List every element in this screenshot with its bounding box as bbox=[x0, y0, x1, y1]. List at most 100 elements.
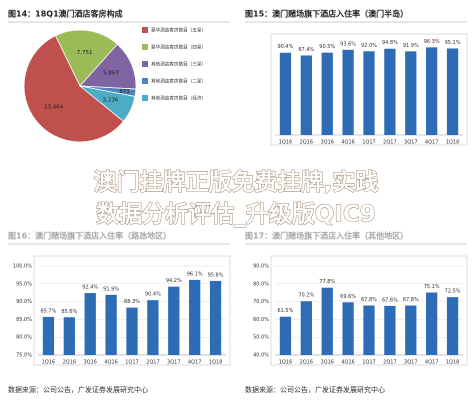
legend-swatch bbox=[142, 95, 148, 101]
slice-label: 873 bbox=[119, 89, 130, 95]
bar-label: 88.3% bbox=[124, 299, 140, 305]
x-tick-label: 4Q16 bbox=[104, 360, 117, 366]
x-tick-label: 1Q16 bbox=[279, 140, 292, 146]
x-tick-label: 4Q16 bbox=[341, 140, 354, 146]
y-tick-label: 70.0% bbox=[253, 299, 269, 305]
x-tick-label: 2Q17 bbox=[383, 140, 396, 146]
bar bbox=[363, 305, 375, 355]
bar bbox=[279, 52, 292, 135]
overlay-text: 数据分析评估_升级版QIC9 bbox=[96, 201, 376, 228]
slice-label: 3,236 bbox=[103, 98, 119, 104]
bar bbox=[321, 52, 333, 135]
x-tick-label: 3Q16 bbox=[83, 360, 96, 366]
x-tick-label: 3Q17 bbox=[167, 360, 180, 366]
bar bbox=[342, 49, 354, 135]
x-tick-label: 4Q17 bbox=[425, 360, 438, 366]
x-tick-label: 2Q17 bbox=[146, 360, 159, 366]
bar bbox=[147, 300, 159, 355]
bar-label: 91.9% bbox=[403, 43, 419, 49]
x-tick-label: 4Q17 bbox=[425, 140, 438, 146]
bar-label: 67.8% bbox=[403, 297, 419, 303]
bar-label: 90.4% bbox=[145, 292, 161, 298]
bar bbox=[168, 286, 180, 355]
bar-label: 75.1% bbox=[424, 284, 440, 290]
bar-label: 85.6% bbox=[61, 309, 77, 315]
bar-label: 93.6% bbox=[340, 41, 356, 47]
legend-label: 豪华酒店客房数目（四星） bbox=[151, 44, 206, 51]
x-tick-label: 3Q17 bbox=[404, 140, 417, 146]
chart-title: 图14：18Q1澳门酒店客房构成 bbox=[8, 9, 123, 19]
bar-label: 77.8% bbox=[319, 279, 335, 285]
bar-label: 96.3% bbox=[424, 39, 440, 45]
bar bbox=[426, 292, 438, 355]
bar bbox=[446, 297, 459, 355]
bar bbox=[84, 293, 96, 355]
y-tick-label: 80.0% bbox=[253, 281, 269, 287]
legend-label: 其他酒店客房数目（经济） bbox=[151, 95, 206, 102]
bar bbox=[42, 316, 55, 355]
bar bbox=[105, 294, 117, 355]
bar bbox=[426, 47, 438, 135]
legend-swatch bbox=[142, 61, 148, 67]
x-tick-label: 4Q17 bbox=[188, 360, 201, 366]
plot-frame bbox=[270, 255, 468, 366]
bar-label: 96.1% bbox=[187, 271, 203, 277]
legend-label: 其他酒店客房数目（三星） bbox=[151, 61, 206, 68]
bar-label: 92.4% bbox=[82, 285, 98, 291]
x-tick-label: 4Q16 bbox=[341, 360, 354, 366]
bar bbox=[342, 302, 354, 355]
bar-label: 95.1% bbox=[445, 40, 461, 46]
x-tick-label: 3Q16 bbox=[320, 140, 333, 146]
x-tick-label: 2Q16 bbox=[300, 140, 313, 146]
source-note: 数据来源：公司公告，广发证券发展研究中心 bbox=[245, 385, 385, 394]
y-tick-label: 50.0% bbox=[253, 335, 269, 341]
pie-slice bbox=[79, 43, 137, 90]
bar-label: 91.9% bbox=[103, 286, 119, 292]
chart-title: 图15：澳门赌场旗下酒店入住率（澳门半岛） bbox=[245, 9, 408, 19]
bar-label: 69.6% bbox=[340, 294, 356, 300]
legend-swatch bbox=[142, 78, 148, 84]
bar-label: 92.0% bbox=[361, 43, 377, 49]
plot-frame bbox=[33, 255, 231, 366]
bar bbox=[279, 316, 292, 355]
legend-swatch bbox=[142, 27, 148, 33]
x-tick-label: 2Q16 bbox=[63, 360, 76, 366]
plot-frame bbox=[270, 33, 468, 146]
bar-label: 90.4% bbox=[277, 44, 293, 50]
bar bbox=[126, 307, 138, 355]
x-tick-label: 1Q17 bbox=[125, 360, 138, 366]
pie-slice bbox=[55, 29, 118, 87]
y-tick-label: 85.0% bbox=[16, 317, 32, 323]
source-note: 数据来源：公司公告，广发证券发展研究中心 bbox=[8, 385, 148, 394]
bar bbox=[446, 48, 459, 135]
bar-label: 61.5% bbox=[277, 308, 293, 314]
bar-label: 94.8% bbox=[382, 40, 398, 46]
y-tick-label: 90.0% bbox=[253, 264, 269, 270]
bar bbox=[189, 279, 201, 355]
y-tick-label: 40.0% bbox=[253, 353, 269, 359]
x-tick-label: 3Q17 bbox=[404, 360, 417, 366]
legend-label: 豪华酒店客房数目（五星） bbox=[151, 27, 206, 34]
bar bbox=[209, 280, 222, 355]
bar-label: 87.4% bbox=[298, 47, 314, 53]
x-tick-label: 1Q18 bbox=[209, 360, 222, 366]
bar-label: 85.7% bbox=[40, 308, 56, 314]
x-tick-label: 1Q18 bbox=[446, 360, 459, 366]
bar bbox=[363, 51, 375, 135]
bar-label: 95.8% bbox=[208, 272, 224, 278]
overlay-band bbox=[0, 158, 473, 242]
bar bbox=[300, 55, 312, 135]
x-tick-label: 1Q17 bbox=[362, 140, 375, 146]
pie-slice bbox=[23, 35, 125, 143]
bar bbox=[384, 48, 396, 136]
x-tick-label: 2Q17 bbox=[383, 360, 396, 366]
x-tick-label: 3Q16 bbox=[320, 360, 333, 366]
bar bbox=[405, 305, 417, 355]
bar-label: 70.2% bbox=[298, 293, 314, 299]
slice-label: 7,751 bbox=[77, 50, 93, 56]
bar bbox=[63, 317, 75, 355]
x-tick-label: 1Q16 bbox=[279, 360, 292, 366]
bar bbox=[321, 287, 333, 355]
